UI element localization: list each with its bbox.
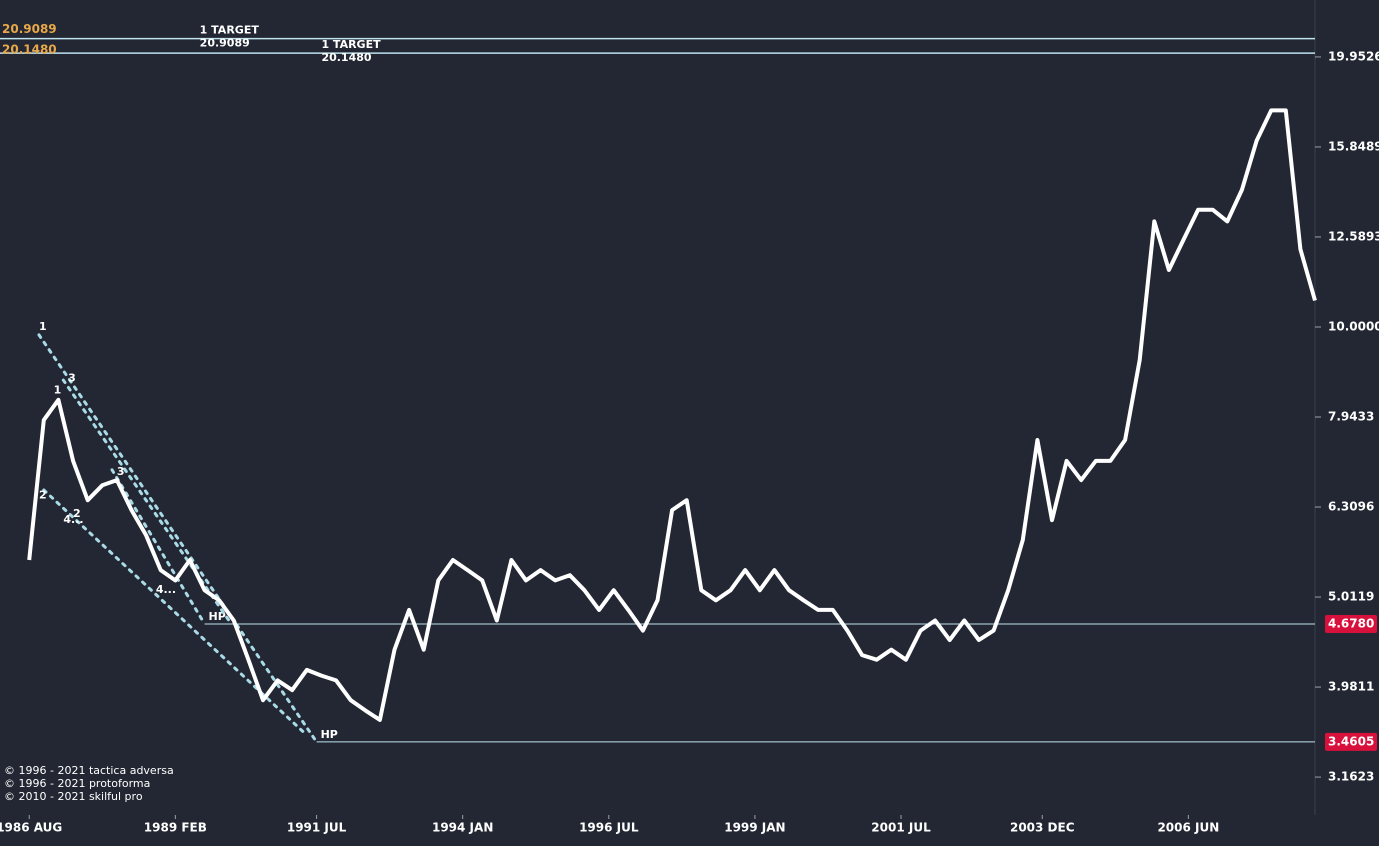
level-tag-value: 4.6780	[1328, 616, 1374, 630]
copyright: © 2010 - 2021 skilful pro	[4, 790, 143, 803]
y-tick-label: 10.0000	[1328, 319, 1379, 333]
wave-label: 2	[39, 488, 47, 501]
y-tick-label: 12.5893	[1328, 229, 1379, 243]
y-tick-label: 5.0119	[1328, 590, 1374, 604]
level-tag	[1325, 614, 1377, 633]
y-tick-label: 6.3096	[1328, 500, 1374, 514]
target-label: 1 TARGET	[200, 24, 260, 37]
level-tag	[1325, 732, 1377, 751]
x-tick-label: 1986 AUG	[0, 821, 62, 835]
y-tick-label: 7.9433	[1328, 410, 1374, 424]
x-tick-label: 1996 JUL	[579, 821, 639, 835]
target-value: 20.9089	[200, 37, 250, 50]
price-line	[27, 108, 1317, 722]
x-tick-label: 2003 DEC	[1010, 821, 1075, 835]
trendline	[110, 468, 207, 626]
y-tick-label: 3.9811	[1328, 680, 1374, 694]
x-tick-label: 2006 JUN	[1157, 821, 1219, 835]
x-tick-label: 1994 JAN	[432, 821, 493, 835]
wave-label: 3	[117, 465, 125, 478]
wave-label: 4...	[156, 583, 176, 596]
y-tick-label: 3.1623	[1328, 770, 1374, 784]
wave-label: 1	[54, 384, 62, 397]
x-tick-label: 2001 JUL	[871, 821, 931, 835]
target-label: 1 TARGET	[321, 38, 381, 51]
wave-label: 1	[39, 320, 47, 333]
target-axis-value: 20.9089	[2, 22, 57, 36]
trendline	[37, 333, 319, 744]
x-tick-label: 1989 FEB	[144, 821, 207, 835]
y-tick-label: 15.8489	[1328, 139, 1379, 153]
y-tick-label: 19.9526	[1328, 49, 1379, 63]
target-axis-value: 20.1480	[2, 43, 57, 57]
level-label: HP	[209, 610, 226, 623]
wave-label: 3	[68, 371, 76, 384]
copyright: © 1996 - 2021 protoforma	[4, 777, 150, 790]
copyright: © 1996 - 2021 tactica adversa	[4, 764, 174, 777]
x-tick-label: 1999 JAN	[724, 821, 785, 835]
wave-label: 2	[73, 507, 81, 520]
wave-label: 4...	[63, 513, 83, 526]
level-label: HP	[321, 728, 338, 741]
target-value: 20.1480	[321, 51, 371, 64]
level-tag-value: 3.4605	[1328, 734, 1374, 748]
x-tick-label: 1991 JUL	[287, 821, 347, 835]
